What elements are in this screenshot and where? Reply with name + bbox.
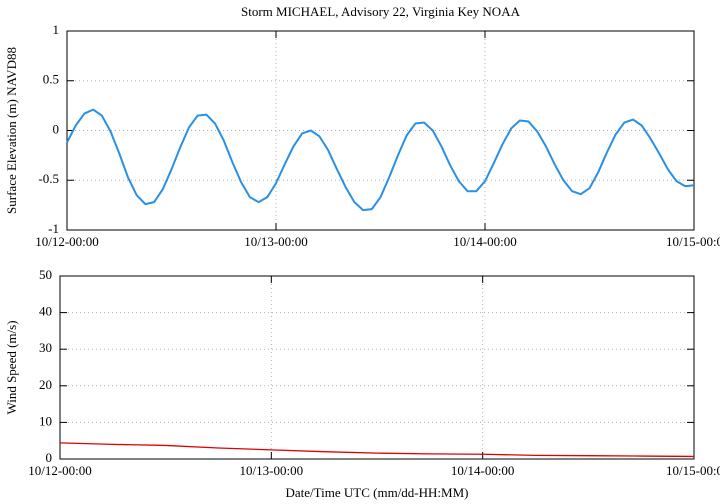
y-tick-label: 30 [39,340,52,355]
x-tick-label: 10/14-00:00 [453,234,517,249]
y-tick-label: 10 [39,413,52,428]
y-axis-label: Surface Elevation (m) NAVD88 [4,47,19,214]
x-tick-label: 10/14-00:00 [451,463,515,478]
x-tick-label: 10/13-00:00 [244,234,308,249]
y-tick-label: 0 [46,450,53,465]
plot-frame [59,275,695,460]
y-tick-label: 1 [53,22,60,37]
y-tick-label: 40 [39,304,52,319]
x-axis-label: Date/Time UTC (mm/dd-HH:MM) [286,485,469,500]
x-tick-label: 10/13-00:00 [240,463,304,478]
y-tick-label: 20 [39,377,52,392]
data-line [59,442,695,458]
data-line [66,108,695,212]
y-tick-label: 0 [53,121,60,136]
y-tick-label: -0.5 [38,171,59,186]
y-tick-label: 0.5 [43,72,59,87]
y-axis-label: Wind Speed (m/s) [4,320,19,414]
x-tick-label: 10/15-00:00 [666,463,720,478]
chart-title: Storm MICHAEL, Advisory 22, Virginia Key… [241,4,521,19]
y-tick-label: 50 [39,267,52,282]
x-tick-label: 10/12-00:00 [28,463,92,478]
plot-frame [66,30,695,231]
x-tick-label: 10/15-00:00 [666,234,720,249]
y-tick-label: -1 [48,221,59,236]
x-tick-label: 10/12-00:00 [35,234,99,249]
